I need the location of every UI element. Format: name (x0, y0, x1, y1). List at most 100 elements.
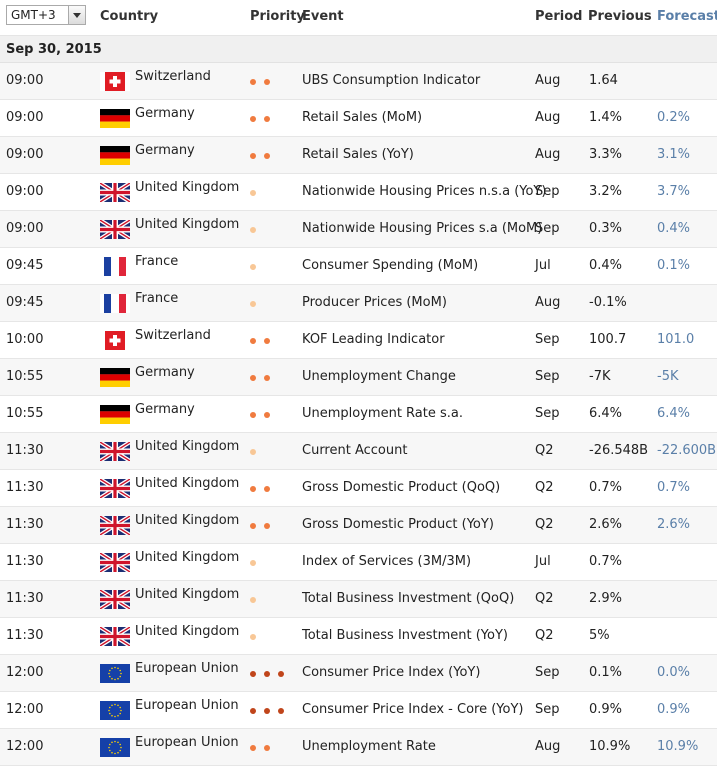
flag-uk-icon (100, 479, 130, 498)
priority-dot-icon (264, 671, 270, 677)
table-row[interactable]: 11:30 United Kingdom Index of Services (3M… (0, 544, 717, 581)
priority-dot-icon (264, 79, 270, 85)
previous-value: -7K (589, 369, 611, 384)
event-period: Sep (535, 369, 560, 384)
forecast-value: 3.7% (657, 184, 691, 199)
event-name: Consumer Spending (MoM) (302, 258, 479, 273)
previous-value: 3.3% (589, 147, 623, 162)
table-row[interactable]: 11:30 United Kingdom Gross Domestic Produc… (0, 470, 717, 507)
priority-dot-icon (250, 190, 256, 196)
flag-uk-icon (100, 516, 130, 535)
event-period: Sep (535, 406, 560, 421)
table-row[interactable]: 09:45 France Consumer Spending (MoM) Jul 0.4… (0, 248, 717, 285)
table-row[interactable]: 12:00 European Union Consumer Price Index … (0, 692, 717, 729)
previous-value: 2.6% (589, 517, 623, 532)
table-row[interactable]: 11:30 United Kingdom Total Business Invest… (0, 581, 717, 618)
priority-dot-icon (264, 375, 270, 381)
country-name: Switzerland (135, 328, 211, 343)
event-period: Aug (535, 73, 561, 88)
forecast-value: 101.0 (657, 332, 695, 347)
event-name: Producer Prices (MoM) (302, 295, 447, 310)
event-time: 09:00 (6, 221, 44, 236)
table-row[interactable]: 10:00 Switzerland KOF Leading Indicator Sep… (0, 322, 717, 359)
forecast-value: 0.0% (657, 665, 691, 680)
flag-eu-icon (100, 738, 130, 757)
previous-value: 0.7% (589, 554, 623, 569)
event-name: Unemployment Rate s.a. (302, 406, 464, 421)
priority-dot-icon (250, 560, 256, 566)
event-name: Current Account (302, 443, 408, 458)
priority-indicator (250, 190, 264, 196)
country-name: France (135, 254, 179, 269)
priority-indicator (250, 523, 278, 529)
priority-dot-icon (250, 708, 256, 714)
event-period: Aug (535, 110, 561, 125)
event-period: Q2 (535, 517, 554, 532)
event-name: Nationwide Housing Prices s.a (MoM) (302, 221, 543, 236)
flag-eu-icon (100, 664, 130, 683)
event-period: Q2 (535, 480, 554, 495)
previous-value: 0.9% (589, 702, 623, 717)
table-row[interactable]: 09:00 United Kingdom Nationwide Housing Pr… (0, 211, 717, 248)
forecast-value: 6.4% (657, 406, 691, 421)
priority-dot-icon (250, 153, 256, 159)
table-row[interactable]: 10:55 Germany Unemployment Change Sep -7K -5K (0, 359, 717, 396)
event-period: Q2 (535, 443, 554, 458)
priority-dot-icon (264, 116, 270, 122)
forecast-value: 0.1% (657, 258, 691, 273)
event-name: Total Business Investment (QoQ) (302, 591, 515, 606)
priority-dot-icon (250, 264, 256, 270)
country-name: European Union (135, 661, 239, 676)
table-row[interactable]: 09:45 France Producer Prices (MoM) Aug -0.1% (0, 285, 717, 322)
table-row[interactable]: 09:00 Switzerland UBS Consumption Indicato… (0, 63, 717, 100)
event-name: Retail Sales (YoY) (302, 147, 414, 162)
event-period: Sep (535, 665, 560, 680)
priority-indicator (250, 486, 278, 492)
header-event: Event (302, 9, 344, 24)
previous-value: 3.2% (589, 184, 623, 199)
flag-ch-icon (100, 72, 130, 91)
event-name: UBS Consumption Indicator (302, 73, 481, 88)
header-forecast: Forecast (657, 9, 717, 24)
flag-eu-icon (100, 701, 130, 720)
priority-indicator (250, 153, 278, 159)
country-name: United Kingdom (135, 550, 240, 565)
forecast-value: -22.600B (657, 443, 717, 458)
event-name: Unemployment Rate (302, 739, 436, 754)
country-name: United Kingdom (135, 587, 240, 602)
priority-dot-icon (264, 338, 270, 344)
table-row[interactable]: 11:30 United Kingdom Total Business Invest… (0, 618, 717, 655)
date-group-header: Sep 30, 2015 (0, 36, 717, 63)
table-row[interactable]: 09:00 Germany Retail Sales (MoM) Aug 1.4% 0.2… (0, 100, 717, 137)
flag-uk-icon (100, 590, 130, 609)
priority-indicator (250, 79, 278, 85)
event-period: Aug (535, 739, 561, 754)
priority-indicator (250, 634, 264, 640)
table-row[interactable]: 10:55 Germany Unemployment Rate s.a. Sep 6.4… (0, 396, 717, 433)
event-time: 11:30 (6, 628, 44, 643)
priority-dot-icon (250, 338, 256, 344)
forecast-value: 10.9% (657, 739, 699, 754)
flag-ch-icon (100, 331, 130, 350)
table-row[interactable]: 12:00 European Union Unemployment Rate Aug 1… (0, 729, 717, 766)
flag-uk-icon (100, 553, 130, 572)
chevron-down-icon[interactable] (68, 6, 85, 24)
priority-indicator (250, 745, 278, 751)
flag-fr-icon (100, 257, 130, 276)
table-row[interactable]: 09:00 Germany Retail Sales (YoY) Aug 3.3% 3.1… (0, 137, 717, 174)
country-name: France (135, 291, 179, 306)
table-row[interactable]: 11:30 United Kingdom Gross Domestic Produc… (0, 507, 717, 544)
priority-indicator (250, 375, 278, 381)
table-row[interactable]: 09:00 United Kingdom Nationwide Housing Pr… (0, 174, 717, 211)
flag-de-icon (100, 368, 130, 387)
event-time: 09:00 (6, 147, 44, 162)
priority-dot-icon (278, 671, 284, 677)
event-period: Q2 (535, 628, 554, 643)
event-time: 12:00 (6, 739, 44, 754)
timezone-select[interactable]: GMT+3 (6, 5, 86, 25)
country-name: United Kingdom (135, 217, 240, 232)
table-row[interactable]: 11:30 United Kingdom Current Account Q2 -26.… (0, 433, 717, 470)
previous-value: 0.1% (589, 665, 623, 680)
table-row[interactable]: 12:00 European Union Consumer Price Index … (0, 655, 717, 692)
event-name: Unemployment Change (302, 369, 456, 384)
